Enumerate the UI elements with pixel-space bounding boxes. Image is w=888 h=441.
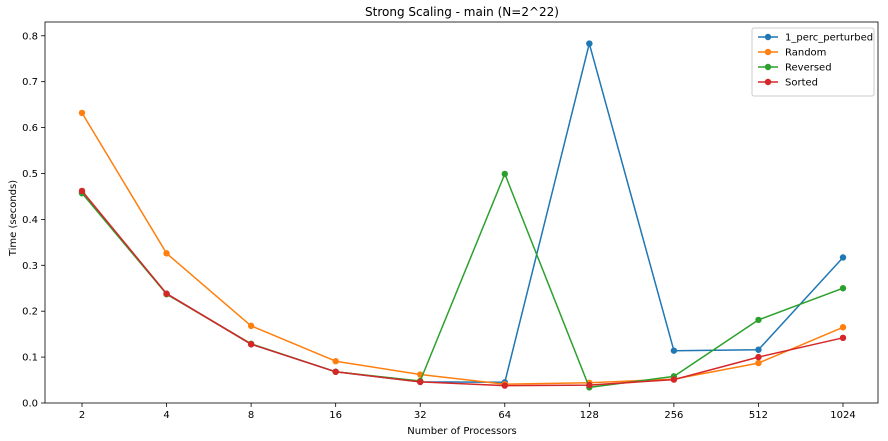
data-point-3-0 [78, 187, 86, 195]
data-point-2-5 [501, 170, 508, 178]
data-point-3-6 [586, 381, 593, 389]
data-point-0-6 [586, 40, 593, 47]
chart-title: Strong Scaling - main (N=2^22) [365, 5, 559, 19]
legend-label-0: 1_perc_perturbed [785, 33, 873, 44]
y-tick-label: 0.5 [22, 169, 38, 180]
x-tick-label: 8 [248, 410, 254, 421]
data-point-3-7 [670, 376, 678, 383]
data-point-3-1 [163, 290, 170, 297]
x-tick-label: 4 [163, 410, 169, 421]
y-axis-title: Time (seconds) [8, 180, 19, 257]
data-point-3-9 [839, 334, 847, 342]
x-tick-label: 16 [329, 410, 342, 421]
legend-label-1: Random [785, 48, 826, 59]
data-point-1-3 [332, 358, 339, 365]
y-tick-label: 0.8 [22, 31, 38, 42]
legend-label-3: Sorted [785, 78, 818, 89]
data-point-3-3 [332, 368, 339, 375]
x-tick-label: 128 [580, 410, 599, 421]
legend-marker-0 [764, 33, 772, 41]
data-point-3-4 [417, 378, 424, 386]
legend-marker-3 [764, 78, 772, 86]
data-point-1-0 [78, 109, 86, 117]
plot-area: 2 4 8 16 32 64 128 256 512 1024 0.0 0.1 0.2 0.3 0.4 0.5… [22, 21, 879, 421]
data-point-2-9 [839, 285, 847, 292]
legend-box [751, 27, 875, 97]
legend: 1_perc_perturbed Random Reversed Sorted [751, 27, 875, 97]
data-point-3-2 [247, 341, 255, 348]
series-line-0 [81, 42, 844, 384]
data-point-1-9 [839, 324, 847, 331]
axes-frame [44, 21, 879, 404]
data-point-1-1 [163, 250, 170, 257]
data-point-1-2 [247, 322, 255, 330]
y-tick-label: 0.6 [22, 123, 38, 134]
x-tick-label: 64 [498, 410, 511, 421]
series-line-2 [81, 173, 844, 389]
x-tick-label: 32 [414, 410, 427, 421]
y-tick-label: 0.4 [22, 215, 38, 226]
data-point-3-8 [755, 353, 762, 361]
y-tick-label: 0.0 [22, 399, 38, 410]
legend-marker-1 [764, 48, 772, 56]
data-point-0-8 [755, 346, 762, 353]
data-point-0-7 [670, 347, 678, 354]
data-point-0-9 [839, 254, 847, 261]
y-tick-label: 0.1 [22, 353, 38, 364]
x-tick-label: 2 [79, 410, 85, 421]
data-point-3-5 [501, 382, 508, 389]
y-tick-label: 0.7 [22, 77, 38, 88]
x-tick-label: 1024 [830, 410, 855, 421]
data-point-2-8 [755, 316, 762, 324]
y-tick-label: 0.3 [22, 261, 38, 272]
legend-label-2: Reversed [785, 63, 832, 74]
series-line-1 [81, 112, 844, 385]
series-line-3 [81, 190, 844, 387]
x-tick-label: 256 [664, 410, 683, 421]
legend-marker-2 [764, 63, 772, 71]
x-tick-label: 512 [749, 410, 768, 421]
x-axis-title: Number of Processors [407, 426, 517, 437]
data-point-1-8 [755, 359, 762, 367]
y-tick-label: 0.2 [22, 307, 38, 318]
